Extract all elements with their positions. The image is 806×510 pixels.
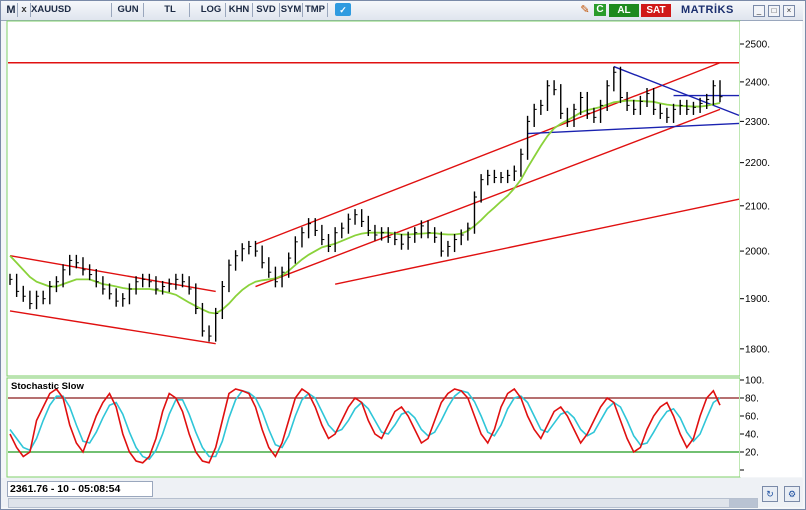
menu-button[interactable]: M: [5, 3, 18, 17]
c-button[interactable]: C: [594, 4, 606, 16]
close-window-button[interactable]: ×: [783, 5, 795, 17]
stoch-y-tick-label: 40.: [745, 430, 759, 441]
tab-svd[interactable]: SVD: [253, 3, 280, 17]
currency-button[interactable]: TL: [151, 3, 190, 17]
stochastic-panel: [6, 377, 741, 478]
tab-sym[interactable]: SYM: [280, 3, 303, 17]
sync-icon[interactable]: ↻: [762, 486, 778, 502]
triangle-lower-line: [527, 122, 740, 135]
cursor-readout: 2361.76 - 10 - 05:08:54: [7, 481, 153, 497]
y-tick-label: 1900.: [745, 294, 770, 305]
moving-average-line: [9, 99, 721, 315]
y-tick-label: 2000.: [745, 247, 770, 258]
triangle-upper-line: [613, 65, 740, 117]
maximize-button[interactable]: □: [768, 5, 780, 17]
y-tick-label: 1800.: [745, 344, 770, 355]
stoch-y-tick-label: 100.: [745, 376, 764, 387]
minimize-button[interactable]: _: [753, 5, 765, 17]
y-tick-label: 2500.: [745, 40, 770, 51]
long-trendline: [334, 198, 740, 285]
y-tick-label: 2100.: [745, 201, 770, 212]
tab-tmp[interactable]: TMP: [303, 3, 328, 17]
pencil-icon[interactable]: ✎: [580, 4, 590, 16]
indicator-title: Stochastic Slow: [11, 381, 84, 392]
buy-button[interactable]: AL: [609, 4, 639, 17]
stoch-y-tick-label: 20.: [745, 448, 759, 459]
horizontal-scrollbar[interactable]: [8, 498, 758, 508]
channel-upper-line: [255, 62, 721, 245]
close-symbol-button[interactable]: x: [18, 3, 31, 17]
stoch-y-tick-label: 60.: [745, 412, 759, 423]
stoch-k-line: [9, 387, 721, 464]
scroll-thumb[interactable]: [729, 499, 757, 507]
symbol-field[interactable]: XAUUSD: [31, 3, 112, 17]
twitter-icon[interactable]: ✓: [335, 3, 351, 16]
stoch-y-tick-label: 80.: [745, 394, 759, 405]
y-tick-label: 2400.: [745, 77, 770, 88]
channel-lower-line: [255, 108, 721, 288]
brand-logo: MATRİKS: [681, 4, 734, 16]
zoom-icon[interactable]: ⚙: [784, 486, 800, 502]
period-button[interactable]: GUN: [113, 3, 144, 17]
tab-khn[interactable]: KHN: [226, 3, 253, 17]
sell-button[interactable]: SAT: [641, 4, 671, 17]
y-tick-label: 2300.: [745, 117, 770, 128]
y-axis-area: [740, 21, 802, 477]
stoch-d-line: [9, 389, 721, 461]
channel-upper-line: [9, 255, 216, 293]
channel-lower-line: [9, 310, 216, 345]
log-scale-button[interactable]: LOG: [197, 3, 226, 17]
y-tick-label: 2200.: [745, 158, 770, 169]
